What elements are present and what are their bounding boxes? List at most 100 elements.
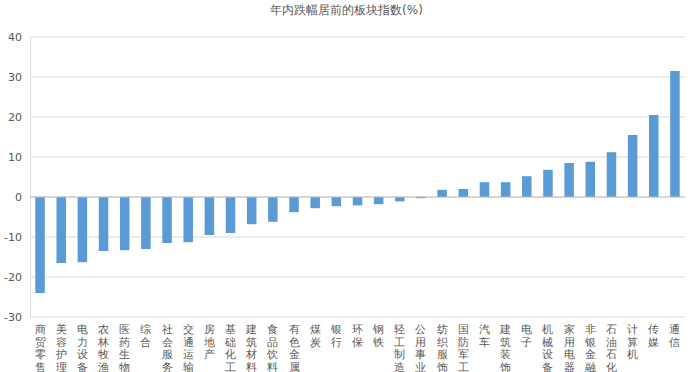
bar	[78, 197, 88, 262]
x-tick-char: 军	[458, 348, 469, 361]
bar	[353, 197, 363, 205]
x-tick-char: 输	[183, 361, 194, 372]
plot: -30-20-10010203040	[4, 31, 685, 324]
bar	[183, 197, 193, 242]
y-axis: -30-20-10010203040	[4, 31, 30, 324]
x-tick-label: 电力设备	[77, 323, 88, 372]
bar	[459, 189, 469, 197]
x-tick-char: 机	[542, 323, 553, 336]
x-tick-label: 通信	[669, 323, 680, 349]
x-tick-char: 装	[500, 348, 511, 361]
y-tick: -30	[4, 311, 30, 324]
x-tick-char: 设	[542, 348, 553, 361]
x-tick-char: 金	[289, 348, 300, 361]
bar	[56, 197, 66, 263]
x-tick-label: 公用事业	[415, 323, 426, 372]
grid-line	[30, 117, 685, 118]
x-tick-char: 会	[162, 336, 173, 349]
x-tick-char: 地	[203, 336, 215, 349]
y-tick-label: 0	[15, 191, 22, 204]
x-tick-label: 交通运输	[183, 323, 194, 372]
bar	[501, 182, 511, 197]
y-tick: 40	[8, 31, 30, 44]
x-tick-char: 农	[98, 323, 109, 336]
x-tick-char: 力	[77, 336, 88, 349]
x-tick-char: 制	[394, 348, 405, 361]
x-tick-label: 美容护理	[55, 323, 67, 372]
x-tick-char: 器	[564, 361, 575, 372]
x-tick-char: 基	[225, 323, 236, 336]
x-tick-char: 有	[289, 323, 300, 336]
x-tick-label: 非银金融	[584, 323, 596, 372]
x-tick-char: 础	[224, 336, 236, 349]
x-tick-char: 运	[183, 348, 194, 361]
x-tick-label: 建筑材料	[245, 323, 257, 372]
x-tick-label: 有色金属	[289, 323, 300, 372]
x-tick-char: 机	[627, 348, 638, 361]
grid-line	[30, 197, 685, 198]
x-tick-char: 护	[55, 348, 67, 361]
x-tick-char: 渔	[98, 361, 109, 372]
x-tick-char: 公	[415, 323, 426, 336]
x-tick-char: 子	[521, 336, 532, 349]
x-tick-char: 理	[56, 361, 67, 372]
x-tick-char: 造	[394, 361, 405, 372]
x-tick-char: 用	[564, 336, 575, 349]
x-tick-char: 油	[606, 336, 617, 349]
x-tick-char: 备	[542, 361, 553, 372]
x-tick-char: 筑	[500, 336, 511, 349]
grid-line	[30, 317, 685, 318]
x-tick-char: 用	[415, 336, 426, 349]
x-tick-char: 国	[458, 323, 469, 336]
bar	[226, 197, 236, 233]
bar	[332, 197, 342, 206]
bar	[480, 182, 490, 197]
y-tick-label: 40	[8, 31, 22, 44]
x-tick-char: 建	[499, 323, 511, 336]
bar	[564, 163, 574, 197]
bar	[522, 176, 532, 197]
x-tick-char: 电	[77, 323, 88, 336]
x-tick-char: 纺	[437, 323, 448, 336]
bar	[374, 197, 384, 204]
x-tick-char: 房	[204, 323, 215, 336]
x-tick-char: 融	[585, 361, 596, 372]
x-tick-char: 设	[77, 348, 88, 361]
x-tick-char: 食	[267, 323, 278, 336]
x-tick-char: 汽	[479, 323, 490, 336]
x-tick-char: 综	[140, 323, 151, 336]
x-tick-char: 家	[564, 323, 575, 336]
x-tick-char: 媒	[648, 336, 659, 349]
x-tick-char: 属	[289, 361, 300, 372]
y-tick-label: 10	[8, 151, 22, 164]
x-tick-label: 石油石化	[606, 323, 617, 372]
bar	[607, 152, 617, 197]
bar	[670, 71, 680, 197]
x-tick-label: 钢铁	[372, 323, 384, 349]
bar	[99, 197, 109, 251]
x-tick-char: 生	[119, 348, 130, 361]
bar	[162, 197, 172, 243]
x-tick-char: 服	[162, 348, 173, 361]
x-tick-char: 银	[584, 336, 596, 349]
bar	[268, 197, 278, 222]
x-tick-char: 信	[669, 336, 680, 349]
x-tick-char: 化	[606, 361, 617, 372]
bar	[649, 115, 659, 197]
grid-line	[30, 37, 685, 38]
x-tick-char: 织	[437, 336, 448, 349]
x-tick-label: 社会服务	[162, 323, 173, 372]
x-tick-label: 基础化工	[224, 323, 236, 372]
x-tick-char: 合	[140, 336, 151, 349]
x-tick-char: 服	[437, 348, 448, 361]
x-tick-char: 化	[225, 348, 236, 361]
x-tick-char: 筑	[246, 336, 257, 349]
x-tick-char: 炭	[310, 336, 321, 349]
x-tick-label: 纺织服饰	[436, 323, 448, 372]
x-tick-label: 食品饮料	[266, 323, 278, 372]
x-tick-char: 银	[330, 323, 342, 336]
bar	[310, 197, 320, 208]
x-tick-char: 牧	[98, 348, 109, 361]
x-tick-char: 贸	[35, 336, 46, 349]
bar	[289, 197, 299, 212]
